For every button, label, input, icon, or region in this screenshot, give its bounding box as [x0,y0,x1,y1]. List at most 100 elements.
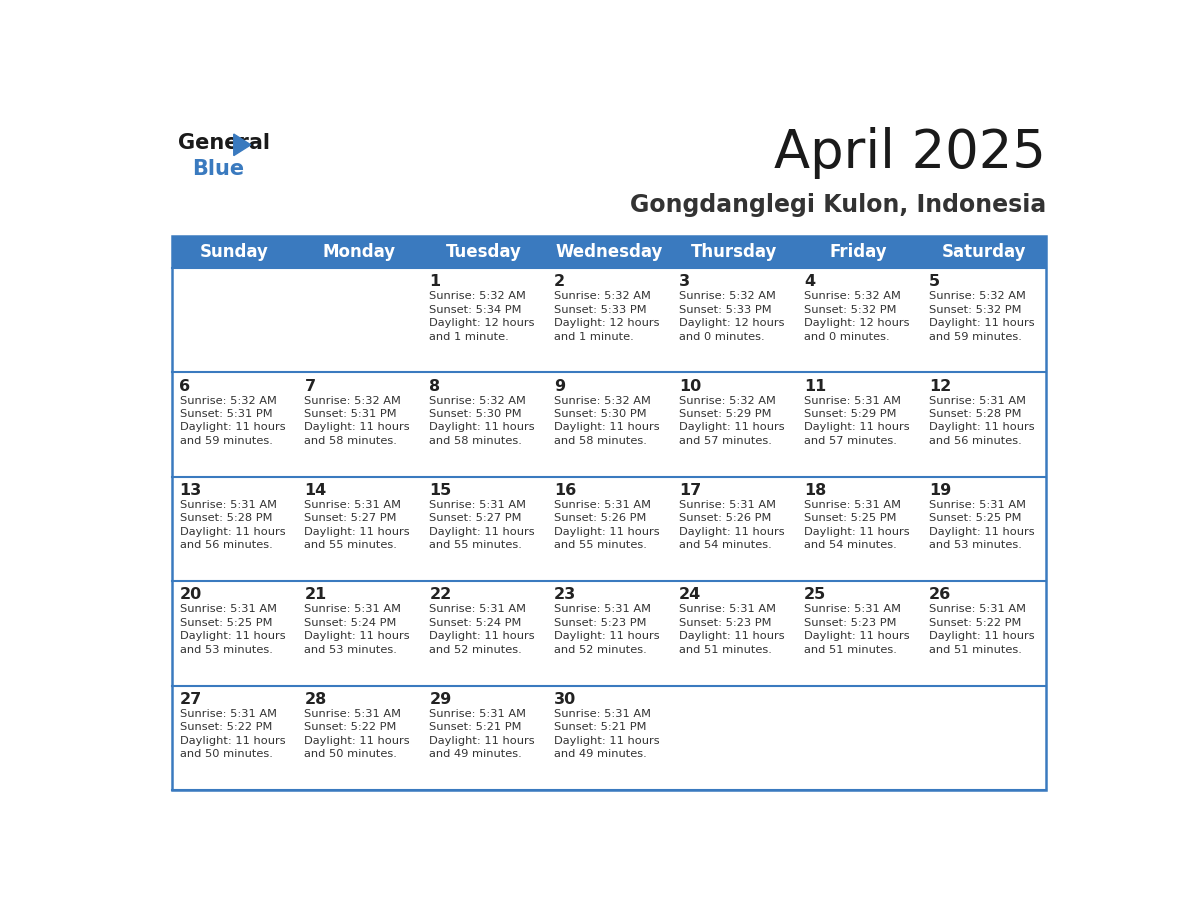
Text: Sunrise: 5:32 AM: Sunrise: 5:32 AM [680,396,776,406]
Text: Sunrise: 5:32 AM: Sunrise: 5:32 AM [429,396,526,406]
Text: Sunday: Sunday [200,243,268,261]
Bar [172,686,1045,790]
Text: Sunrise: 5:31 AM: Sunrise: 5:31 AM [304,604,402,614]
Bar [172,476,1045,581]
Text: Daylight: 11 hours: Daylight: 11 hours [804,527,910,537]
Text: Daylight: 11 hours: Daylight: 11 hours [929,422,1035,432]
Text: 7: 7 [304,378,316,394]
Text: 21: 21 [304,588,327,602]
Text: Daylight: 11 hours: Daylight: 11 hours [554,422,659,432]
Text: Daylight: 12 hours: Daylight: 12 hours [429,318,535,328]
Text: Sunset: 5:27 PM: Sunset: 5:27 PM [304,513,397,523]
Text: Sunset: 5:22 PM: Sunset: 5:22 PM [304,722,397,733]
Text: Daylight: 11 hours: Daylight: 11 hours [804,422,910,432]
Text: 14: 14 [304,483,327,498]
Text: Sunset: 5:21 PM: Sunset: 5:21 PM [429,722,522,733]
Text: Sunset: 5:29 PM: Sunset: 5:29 PM [680,409,771,419]
Text: 1: 1 [429,274,441,289]
Bar [172,581,1045,686]
Text: Sunrise: 5:31 AM: Sunrise: 5:31 AM [804,396,901,406]
Text: and 55 minutes.: and 55 minutes. [429,541,523,551]
Text: Daylight: 11 hours: Daylight: 11 hours [304,735,410,745]
Text: Sunset: 5:25 PM: Sunset: 5:25 PM [929,513,1022,523]
Text: Sunset: 5:32 PM: Sunset: 5:32 PM [929,305,1022,315]
Text: and 54 minutes.: and 54 minutes. [804,541,897,551]
Text: Sunset: 5:24 PM: Sunset: 5:24 PM [429,618,522,628]
Text: 26: 26 [929,588,952,602]
Text: Sunrise: 5:32 AM: Sunrise: 5:32 AM [304,396,402,406]
Text: 29: 29 [429,692,451,707]
Text: Sunrise: 5:31 AM: Sunrise: 5:31 AM [304,500,402,509]
Text: and 57 minutes.: and 57 minutes. [804,436,897,446]
Text: 24: 24 [680,588,701,602]
Text: Sunrise: 5:32 AM: Sunrise: 5:32 AM [554,291,651,301]
Text: Sunrise: 5:31 AM: Sunrise: 5:31 AM [429,709,526,719]
Text: Saturday: Saturday [941,243,1025,261]
Text: 27: 27 [179,692,202,707]
Text: Sunrise: 5:31 AM: Sunrise: 5:31 AM [554,604,651,614]
Text: Sunset: 5:26 PM: Sunset: 5:26 PM [680,513,771,523]
Text: Sunrise: 5:31 AM: Sunrise: 5:31 AM [179,604,277,614]
Text: 16: 16 [554,483,576,498]
Text: Sunrise: 5:31 AM: Sunrise: 5:31 AM [804,500,901,509]
Text: Sunrise: 5:31 AM: Sunrise: 5:31 AM [554,500,651,509]
Text: Daylight: 12 hours: Daylight: 12 hours [804,318,910,328]
Text: and 53 minutes.: and 53 minutes. [179,644,272,655]
Text: Daylight: 11 hours: Daylight: 11 hours [304,422,410,432]
Polygon shape [234,134,251,155]
Text: and 0 minutes.: and 0 minutes. [680,331,765,341]
Text: and 55 minutes.: and 55 minutes. [304,541,397,551]
Text: Sunset: 5:22 PM: Sunset: 5:22 PM [929,618,1022,628]
Text: 23: 23 [554,588,576,602]
Text: Sunset: 5:23 PM: Sunset: 5:23 PM [554,618,646,628]
Text: Sunrise: 5:32 AM: Sunrise: 5:32 AM [179,396,277,406]
Text: Sunrise: 5:31 AM: Sunrise: 5:31 AM [929,396,1025,406]
Text: Sunset: 5:26 PM: Sunset: 5:26 PM [554,513,646,523]
Text: Sunrise: 5:31 AM: Sunrise: 5:31 AM [680,604,776,614]
Text: Sunset: 5:33 PM: Sunset: 5:33 PM [680,305,772,315]
Text: and 59 minutes.: and 59 minutes. [929,331,1022,341]
Text: 8: 8 [429,378,441,394]
Text: Sunset: 5:31 PM: Sunset: 5:31 PM [179,409,272,419]
Text: Sunset: 5:33 PM: Sunset: 5:33 PM [554,305,646,315]
Text: Sunset: 5:30 PM: Sunset: 5:30 PM [554,409,646,419]
Text: Sunrise: 5:32 AM: Sunrise: 5:32 AM [929,291,1025,301]
Bar [172,268,1045,373]
Text: Sunset: 5:30 PM: Sunset: 5:30 PM [429,409,522,419]
Text: Daylight: 11 hours: Daylight: 11 hours [554,632,659,642]
Text: Sunrise: 5:31 AM: Sunrise: 5:31 AM [929,500,1025,509]
Text: 17: 17 [680,483,701,498]
Text: 11: 11 [804,378,826,394]
Text: Sunrise: 5:31 AM: Sunrise: 5:31 AM [429,604,526,614]
Text: Sunset: 5:23 PM: Sunset: 5:23 PM [804,618,897,628]
Text: 10: 10 [680,378,701,394]
Text: Sunset: 5:21 PM: Sunset: 5:21 PM [554,722,646,733]
Text: Friday: Friday [829,243,887,261]
Text: and 57 minutes.: and 57 minutes. [680,436,772,446]
Text: and 49 minutes.: and 49 minutes. [429,749,522,759]
Text: 19: 19 [929,483,952,498]
Text: Daylight: 11 hours: Daylight: 11 hours [179,527,285,537]
Text: General: General [178,133,270,153]
Text: 28: 28 [304,692,327,707]
Text: Daylight: 11 hours: Daylight: 11 hours [179,735,285,745]
Text: 15: 15 [429,483,451,498]
Text: Daylight: 11 hours: Daylight: 11 hours [929,632,1035,642]
Text: Daylight: 11 hours: Daylight: 11 hours [304,527,410,537]
Text: Sunset: 5:22 PM: Sunset: 5:22 PM [179,722,272,733]
Text: 4: 4 [804,274,815,289]
Text: and 53 minutes.: and 53 minutes. [929,541,1022,551]
Bar [172,373,1045,476]
Text: Daylight: 11 hours: Daylight: 11 hours [304,632,410,642]
Text: 5: 5 [929,274,940,289]
Text: Tuesday: Tuesday [446,243,522,261]
Text: 13: 13 [179,483,202,498]
Text: Daylight: 11 hours: Daylight: 11 hours [179,632,285,642]
Text: Sunset: 5:25 PM: Sunset: 5:25 PM [804,513,897,523]
Text: 18: 18 [804,483,826,498]
Text: Daylight: 11 hours: Daylight: 11 hours [804,632,910,642]
Text: 22: 22 [429,588,451,602]
Text: Thursday: Thursday [690,243,777,261]
Text: Sunrise: 5:32 AM: Sunrise: 5:32 AM [680,291,776,301]
Text: and 51 minutes.: and 51 minutes. [804,644,897,655]
